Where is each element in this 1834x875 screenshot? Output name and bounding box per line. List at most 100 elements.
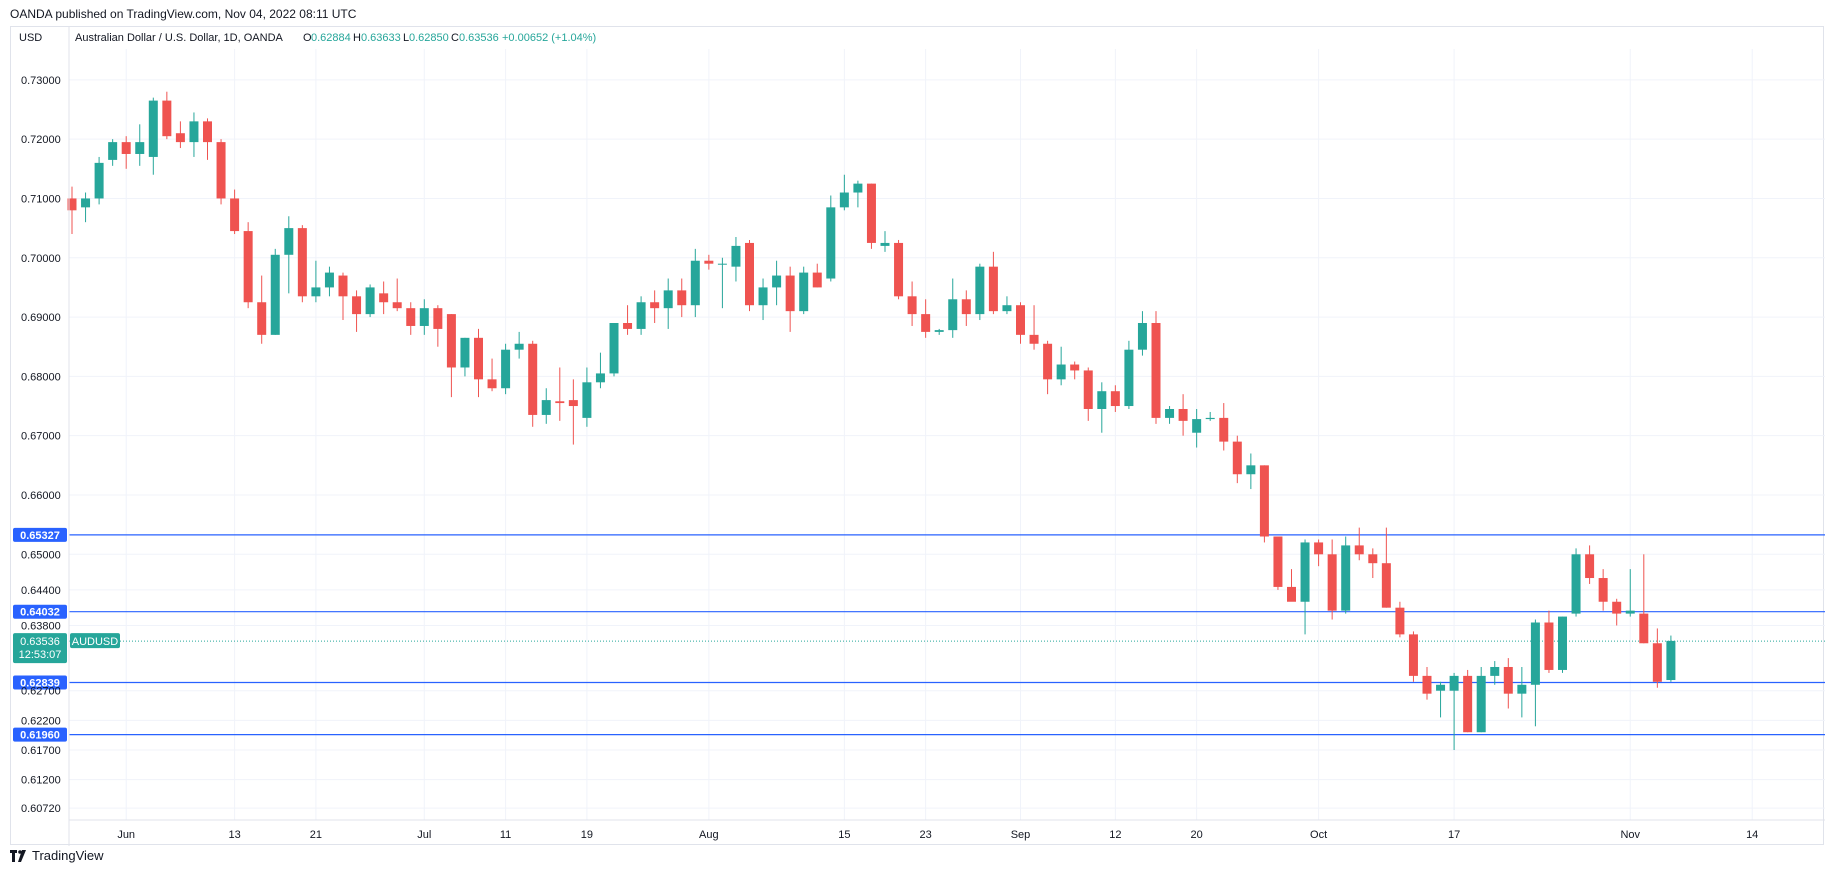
- candle-body: [541, 400, 551, 415]
- candle-body: [1192, 419, 1202, 433]
- candle-body: [1232, 441, 1242, 475]
- y-tick-label: 0.61200: [21, 775, 61, 787]
- x-tick-label: Aug: [699, 829, 719, 841]
- candle-body: [108, 142, 118, 160]
- ohlc-c-key: C: [451, 32, 459, 44]
- candle-body: [731, 245, 741, 267]
- ohlc-c-value: 0.63536: [459, 32, 499, 44]
- x-tick-label: 19: [581, 829, 593, 841]
- tradingview-logo[interactable]: TradingView: [10, 848, 104, 863]
- y-tick-label: 0.72000: [21, 134, 61, 146]
- level-price-tag: [13, 604, 67, 619]
- candle-body: [1585, 554, 1595, 579]
- candle-body: [866, 183, 876, 243]
- legend: Australian Dollar / U.S. Dollar, 1D, OAN…: [75, 32, 596, 44]
- candle-body: [690, 260, 700, 306]
- candle-body: [352, 296, 362, 315]
- candle-body: [1530, 622, 1540, 685]
- candle-body: [1517, 684, 1527, 694]
- candle-body: [772, 275, 782, 288]
- candle-body: [1110, 391, 1120, 407]
- candle-body: [1408, 634, 1418, 676]
- symbol-title: Australian Dollar / U.S. Dollar, 1D, OAN…: [75, 32, 284, 44]
- candle-body: [94, 162, 104, 199]
- candle-body: [297, 228, 307, 297]
- candle-body: [528, 343, 538, 415]
- candle-body: [379, 293, 389, 303]
- x-tick-label: 17: [1448, 829, 1460, 841]
- candle-body: [514, 343, 524, 350]
- candle-body: [1124, 349, 1134, 407]
- candle-body: [704, 260, 714, 264]
- candle-body: [1083, 370, 1093, 409]
- y-tick-label: 0.64400: [21, 585, 61, 597]
- y-tick-label: 0.73000: [21, 75, 61, 87]
- candle-body: [1612, 601, 1622, 614]
- x-tick-label: 20: [1191, 829, 1203, 841]
- candle-body: [1165, 408, 1175, 418]
- candle-body: [433, 308, 443, 329]
- x-tick-label: 12: [1109, 829, 1121, 841]
- level-price-label: 0.65327: [20, 530, 60, 542]
- candle-body: [487, 379, 497, 389]
- candle-body: [1016, 305, 1025, 335]
- candle-body: [785, 275, 795, 312]
- candle-body: [1598, 578, 1608, 602]
- candle-body: [1476, 675, 1486, 733]
- candle-body: [67, 198, 77, 211]
- candle-body: [162, 100, 172, 137]
- candle-body: [501, 349, 511, 389]
- publisher-line: OANDA published on TradingView.com, Nov …: [10, 7, 357, 21]
- y-tick-label: 0.63800: [21, 620, 61, 632]
- candle-body: [1002, 305, 1012, 312]
- candle-body: [460, 337, 470, 368]
- candle-body: [568, 400, 578, 407]
- countdown-label: 12:53:07: [19, 649, 62, 661]
- candle-body: [419, 308, 429, 326]
- y-tick-label: 0.71000: [21, 193, 61, 205]
- ohlc-h-key: H: [353, 32, 361, 44]
- grid: [69, 49, 1825, 820]
- candle-body: [257, 302, 267, 335]
- candle-body: [609, 323, 619, 374]
- y-tick-label: 0.60720: [21, 803, 61, 815]
- ohlc-l-key: L: [403, 32, 409, 44]
- candle-body: [623, 323, 633, 329]
- candle-body: [1652, 643, 1662, 682]
- level-price-label: 0.62839: [20, 677, 60, 689]
- candles: [67, 91, 1676, 751]
- candle-body: [1300, 542, 1310, 602]
- candle-body: [365, 287, 375, 315]
- candle-body: [1043, 343, 1053, 380]
- candle-body: [311, 287, 321, 297]
- candle-body: [284, 228, 294, 255]
- candle-body: [948, 299, 958, 331]
- x-tick-label: 15: [838, 829, 850, 841]
- candle-body: [406, 308, 416, 326]
- ohlc-o-value: 0.62884: [311, 32, 351, 44]
- candle-body: [853, 183, 863, 193]
- x-tick-label: 23: [920, 829, 932, 841]
- candle-body: [1463, 675, 1473, 733]
- level-price-tag: [13, 727, 67, 742]
- x-tick-label: 13: [228, 829, 240, 841]
- candle-body: [961, 299, 971, 315]
- candle-body: [595, 373, 605, 383]
- candle-body: [1354, 545, 1364, 555]
- candle-body: [1056, 364, 1066, 380]
- ohlc-o-key: O: [303, 32, 312, 44]
- candle-body: [392, 302, 402, 309]
- chart-frame[interactable]: 0.65327 0.64032 0.62839 0.61960 0.63536 12:53…: [10, 26, 1825, 846]
- candle-body: [446, 314, 456, 368]
- candle-body: [1246, 465, 1256, 475]
- candle-body: [907, 296, 917, 315]
- candle-body: [1503, 666, 1513, 694]
- candle-body: [1341, 545, 1351, 611]
- candle-body: [1205, 417, 1215, 420]
- candle-body: [203, 121, 212, 143]
- candle-body: [975, 266, 985, 315]
- candle-body: [1639, 613, 1649, 644]
- candle-body: [1544, 622, 1554, 670]
- candlestick-chart[interactable]: 0.653270.640320.628390.619600.6353612:53…: [11, 27, 1825, 846]
- axes: 0.73000 0.72000 0.71000 0.70000 0.69000 0.680…: [21, 27, 1825, 846]
